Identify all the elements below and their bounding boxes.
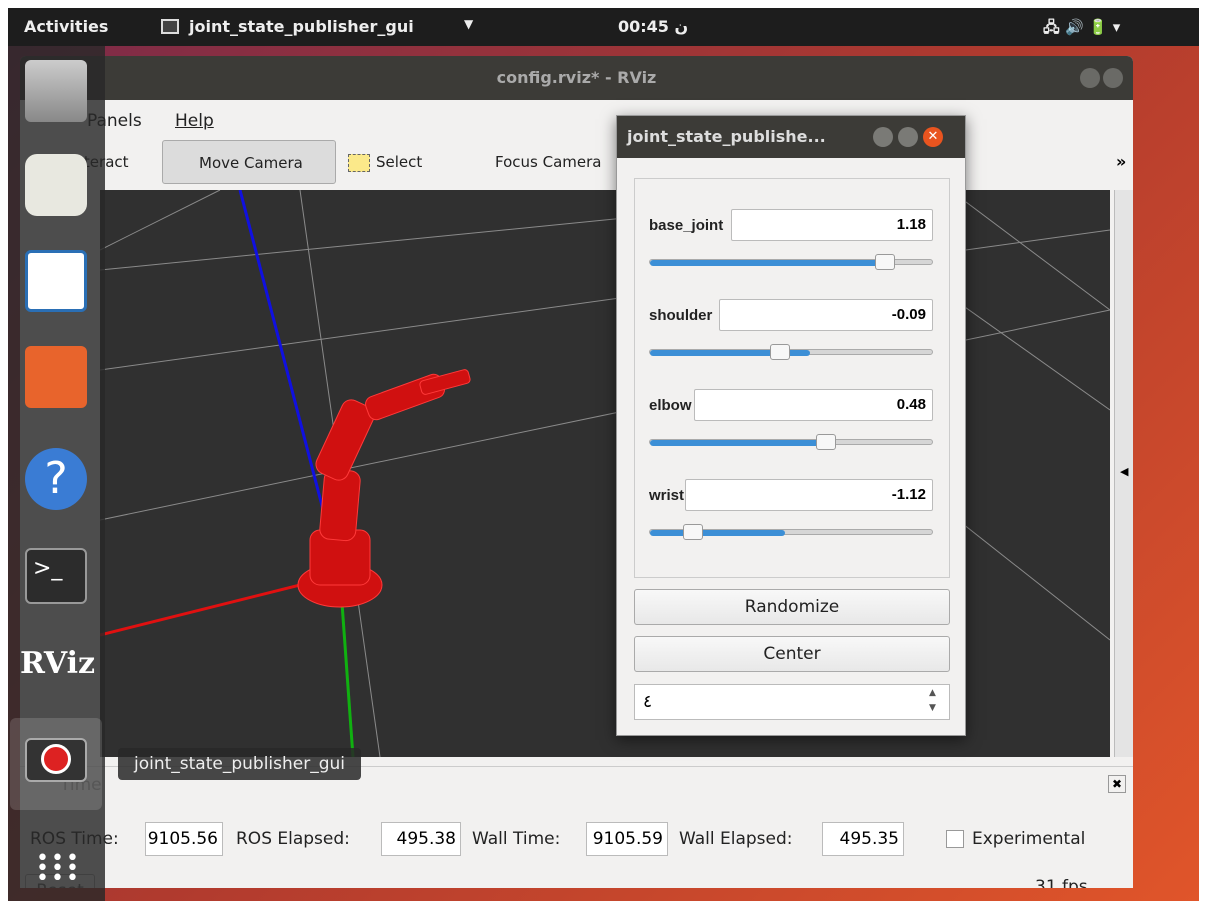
dialog-maximize[interactable] <box>898 127 918 147</box>
slider-handle[interactable] <box>770 344 790 360</box>
slider-handle[interactable] <box>683 524 703 540</box>
randomize-button[interactable]: Randomize <box>634 589 950 625</box>
rhythmbox-icon[interactable] <box>25 154 87 216</box>
app-menu-arrow: ▼ <box>464 17 474 31</box>
panel-close[interactable]: ✖ <box>1108 775 1126 793</box>
ros-elapsed-value[interactable]: 495.38 <box>381 822 461 856</box>
activities[interactable]: Activities <box>24 17 109 36</box>
desktop: Activities joint_state_publisher_gui ▼ 0… <box>8 8 1199 901</box>
dock: ? >_ RViz ••• ••• ••• <box>8 46 105 901</box>
select-icon <box>348 154 370 172</box>
side-collapse[interactable]: ◀ <box>1114 190 1133 757</box>
slider-fill <box>650 530 785 536</box>
dialog-close[interactable]: ✕ <box>923 127 943 147</box>
clock[interactable]: 00:45 ن <box>618 17 689 36</box>
wall-elapsed-label: Wall Elapsed: <box>679 829 793 849</box>
joint-value[interactable]: -1.12 <box>685 479 933 511</box>
time-panel: Time ✖ ROS Time: 9105.56 ROS Elapsed: 49… <box>20 766 1133 888</box>
tool-move-camera[interactable]: Move Camera <box>162 140 336 184</box>
slider-fill <box>650 260 890 266</box>
joint-value[interactable]: -0.09 <box>719 299 933 331</box>
toolbar-overflow[interactable]: » <box>1116 152 1127 171</box>
tool-select[interactable]: Select <box>376 153 423 171</box>
experimental-checkbox[interactable] <box>946 830 964 848</box>
app-icon <box>161 19 179 34</box>
close-button[interactable] <box>1103 68 1123 88</box>
slider-fill <box>650 350 810 356</box>
dialog-minimize[interactable] <box>873 127 893 147</box>
joint-name: elbow <box>649 397 692 414</box>
jsp-dialog: joint_state_publishe... ✕ base_joint 1.18… <box>616 115 966 736</box>
slider-fill <box>650 440 835 446</box>
files-icon[interactable] <box>25 60 87 122</box>
slider-handle[interactable] <box>816 434 836 450</box>
joint-value[interactable]: 0.48 <box>694 389 933 421</box>
ros-time-value[interactable]: 9105.56 <box>145 822 223 856</box>
joint-name: base_joint <box>649 217 724 234</box>
rviz-icon[interactable]: RViz <box>20 646 96 681</box>
joint-name: shoulder <box>649 307 713 324</box>
minimize-button[interactable] <box>1080 68 1100 88</box>
terminal-icon[interactable]: >_ <box>25 548 87 604</box>
experimental-label[interactable]: Experimental <box>972 829 1086 849</box>
status-icons[interactable]: 🖧 🔊 🔋 ▾ <box>1043 18 1121 36</box>
wall-elapsed-value[interactable]: 495.35 <box>822 822 904 856</box>
wall-time-label: Wall Time: <box>472 829 561 849</box>
fps: 31 fps <box>1035 877 1088 888</box>
center-button[interactable]: Center <box>634 636 950 672</box>
ros-elapsed-label: ROS Elapsed: <box>236 829 350 849</box>
window-title: config.rviz* - RViz <box>20 56 1133 100</box>
spinbox-arrows[interactable]: ▲ ▼ <box>929 688 936 713</box>
joint-group: base_joint 1.18 shoulder -0.09 elbow 0.48 wris… <box>634 178 950 578</box>
writer-icon[interactable] <box>25 250 87 312</box>
slider-track[interactable] <box>649 529 933 535</box>
joint-value[interactable]: 1.18 <box>731 209 933 241</box>
help-icon[interactable]: ? <box>25 448 87 510</box>
slider-handle[interactable] <box>875 254 895 270</box>
menu-help[interactable]: Help <box>175 111 214 131</box>
tooltip: joint_state_publisher_gui <box>118 748 362 780</box>
wall-time-value[interactable]: 9105.59 <box>586 822 668 856</box>
app-grid[interactable]: ••• ••• ••• <box>36 846 81 891</box>
top-bar: Activities joint_state_publisher_gui ▼ 0… <box>8 8 1199 46</box>
jsp-icon[interactable] <box>25 738 87 782</box>
software-icon[interactable] <box>25 346 87 408</box>
joint-name: wrist <box>649 487 685 504</box>
tool-focus-camera[interactable]: Focus Camera <box>495 153 602 171</box>
spinbox[interactable]: ٤ <box>634 684 950 720</box>
app-menu[interactable]: joint_state_publisher_gui <box>189 17 414 36</box>
